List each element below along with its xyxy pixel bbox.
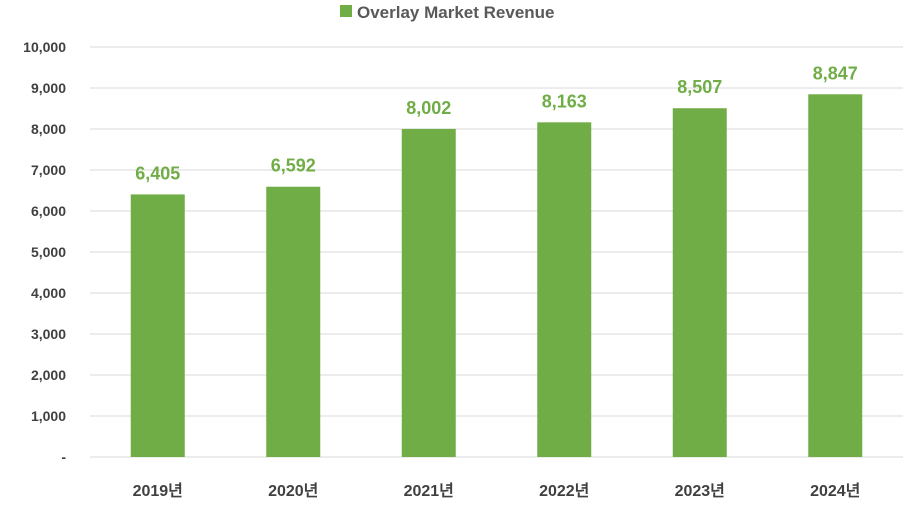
y-tick-label: 7,000 (31, 162, 66, 178)
data-label: 6,405 (135, 163, 180, 183)
y-tick-label: - (61, 449, 66, 465)
y-tick-label: 4,000 (31, 285, 66, 301)
gridlines (90, 46, 903, 458)
y-tick-label: 9,000 (31, 80, 66, 96)
bar (672, 108, 727, 457)
x-category-label: 2022년 (539, 481, 589, 500)
data-label: 8,163 (542, 91, 587, 111)
y-tick-label: 5,000 (31, 244, 66, 260)
y-tick-label: 8,000 (31, 121, 66, 137)
x-axis-category-labels: 2019년 2020년 2021년 2022년 2023년 2024년 (133, 481, 861, 500)
x-category-label: 2021년 (404, 481, 454, 500)
bar (401, 128, 456, 457)
data-label: 6,592 (271, 156, 316, 176)
data-label: 8,002 (406, 98, 451, 118)
legend-label: Overlay Market Revenue (357, 3, 555, 22)
bar (537, 122, 592, 457)
y-tick-label: 3,000 (31, 326, 66, 342)
bar (808, 94, 863, 457)
x-category-label: 2020년 (268, 481, 318, 500)
legend: Overlay Market Revenue (340, 3, 555, 22)
data-labels: 6,405 6,592 8,002 8,163 8,507 8,847 (135, 63, 858, 183)
data-label: 8,847 (813, 63, 858, 83)
data-label: 8,507 (677, 77, 722, 97)
legend-swatch (340, 5, 352, 17)
x-category-label: 2019년 (133, 481, 183, 500)
y-tick-label: 1,000 (31, 408, 66, 424)
bar (266, 186, 321, 457)
y-tick-label: 6,000 (31, 203, 66, 219)
bar (130, 194, 185, 457)
y-tick-label: 10,000 (23, 39, 66, 55)
x-category-label: 2023년 (675, 481, 725, 500)
x-category-label: 2024년 (810, 481, 860, 500)
y-tick-label: 2,000 (31, 367, 66, 383)
y-axis-tick-labels: - 1,000 2,000 3,000 4,000 5,000 6,000 7,000 8,00… (23, 39, 66, 465)
bars (130, 94, 863, 457)
